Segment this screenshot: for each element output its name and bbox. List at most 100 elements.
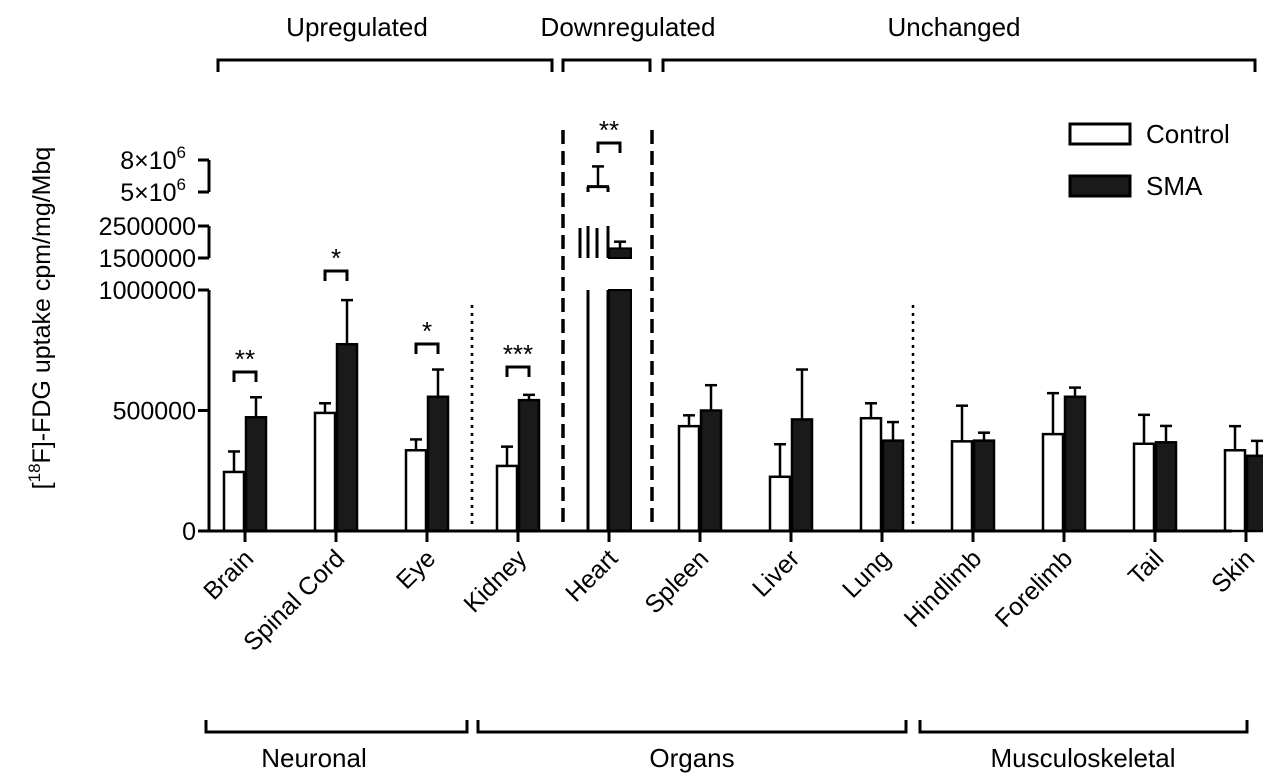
y-tick-label: 5×106 (120, 175, 186, 207)
top-group-downregulated (561, 58, 652, 72)
svg-text:*: * (422, 316, 432, 346)
error-bar-control-eye (410, 438, 422, 451)
bar-sma-tail (1154, 441, 1178, 533)
y-axis-label: [18F]-FDG uptake cpm/mg/Mbq (25, 147, 56, 490)
bar-sma-heart (608, 247, 632, 532)
error-bar-control-skin (1229, 424, 1241, 451)
top-group-label-downregulated: Downregulated (541, 12, 716, 42)
x-tick-label-forelimb: Forelimb (990, 544, 1079, 633)
error-bar-sma-liver (796, 368, 808, 420)
significance-eye: * (414, 316, 440, 354)
x-tick-label-lung: Lung (837, 544, 896, 603)
y-tick-label: 500000 (113, 398, 196, 426)
bar-control-lung (859, 416, 883, 533)
separator-lines (470, 130, 915, 529)
y-tick-label: 8×106 (120, 143, 186, 175)
svg-text:*: * (331, 243, 341, 273)
bar-control-spinal-cord (313, 411, 337, 533)
bar-control-tail (1132, 442, 1156, 533)
error-bar-sma-skin (1251, 439, 1263, 456)
x-tick-label-spleen: Spleen (639, 544, 714, 619)
error-bar-sma-tail (1160, 424, 1172, 443)
error-bar-sma-eye (432, 368, 444, 397)
y-tick-label: 1000000 (99, 277, 196, 305)
significance-heart: ** (596, 115, 622, 153)
top-group-label-unchanged: Unchanged (888, 12, 1021, 42)
top-group-label-upregulated: Upregulated (286, 12, 428, 42)
bar-control-kidney (495, 464, 519, 533)
error-bar-sma-spinal-cord (341, 298, 353, 345)
error-bar-control-spinal-cord (319, 402, 331, 413)
bar-control-liver (768, 475, 792, 533)
bar-sma-lung (881, 439, 905, 533)
error-bar-sma-lung (887, 420, 899, 441)
legend-entry-sma: SMA (1068, 171, 1203, 201)
y-tick-label: 0 (182, 518, 196, 546)
significance-markers: ********* (232, 115, 622, 382)
svg-text:***: *** (503, 339, 533, 369)
y-tick-label: 1500000 (99, 245, 196, 273)
error-bar-control-kidney (501, 445, 513, 466)
error-bar-control-brain (228, 450, 240, 472)
svg-text:**: ** (599, 115, 619, 145)
bottom-group-organs (476, 720, 908, 734)
error-bar-sma-forelimb (1069, 386, 1081, 397)
top-group-upregulated (216, 58, 554, 72)
significance-brain: ** (232, 344, 258, 382)
significance-spinal-cord: * (323, 243, 349, 281)
error-bar-control-hindlimb (956, 404, 968, 442)
legend: Control SMA (1068, 119, 1230, 201)
bar-control-brain (222, 470, 246, 533)
error-bar-control-heart (592, 165, 604, 187)
error-bar-sma-spleen (705, 383, 717, 411)
legend-entry-control: Control (1068, 119, 1230, 149)
error-bar-sma-brain (250, 395, 262, 418)
bottom-group-label-neuronal: Neuronal (261, 743, 367, 773)
bar-control-eye (404, 449, 428, 533)
error-bar-sma-hindlimb (978, 431, 990, 441)
x-tick-label-skin: Skin (1206, 544, 1260, 598)
group-brackets: Upregulated Downregulated Unchanged Neurona… (204, 12, 1257, 773)
x-tick-label-tail: Tail (1123, 544, 1169, 590)
error-bar-control-lung (865, 402, 877, 419)
x-tick-label-kidney: Kidney (458, 544, 532, 618)
x-tick-label-brain: Brain (198, 544, 259, 605)
legend-swatch (1068, 122, 1132, 146)
bar-control-forelimb (1041, 432, 1065, 533)
error-bar-sma-heart (614, 240, 626, 249)
error-bar-control-forelimb (1047, 391, 1059, 435)
legend-swatch (1068, 174, 1132, 198)
bar-sma-eye (426, 395, 450, 533)
bottom-group-neuronal (204, 720, 469, 734)
bottom-group-label-musculoskeletal: Musculoskeletal (991, 743, 1176, 773)
bar-control-skin (1223, 449, 1247, 533)
y-tick-label: 2500000 (99, 213, 196, 241)
bar-control-hindlimb (950, 440, 974, 533)
bar-sma-forelimb (1063, 395, 1087, 533)
bar-control-spleen (677, 424, 701, 533)
error-bar-sma-kidney (523, 393, 535, 401)
bars (222, 165, 1263, 533)
bottom-group-label-organs: Organs (649, 743, 734, 773)
legend-label: SMA (1146, 171, 1203, 201)
bottom-group-musculoskeletal (918, 720, 1249, 734)
x-tick-label-liver: Liver (747, 544, 805, 602)
error-bar-control-tail (1138, 413, 1150, 444)
bar-sma-hindlimb (972, 439, 996, 533)
top-group-unchanged (661, 58, 1257, 72)
svg-text:**: ** (235, 344, 255, 374)
bar-sma-liver (790, 418, 814, 533)
bar-sma-spleen (699, 409, 723, 533)
bar-sma-brain (244, 415, 268, 533)
error-bar-control-spleen (683, 414, 695, 427)
x-tick-label-hindlimb: Hindlimb (899, 544, 988, 633)
bar-sma-skin (1245, 454, 1263, 533)
significance-kidney: *** (503, 339, 533, 377)
legend-label: Control (1146, 119, 1230, 149)
error-bar-control-liver (774, 442, 786, 477)
x-tick-label-eye: Eye (391, 544, 441, 594)
bar-sma-spinal-cord (335, 342, 359, 533)
